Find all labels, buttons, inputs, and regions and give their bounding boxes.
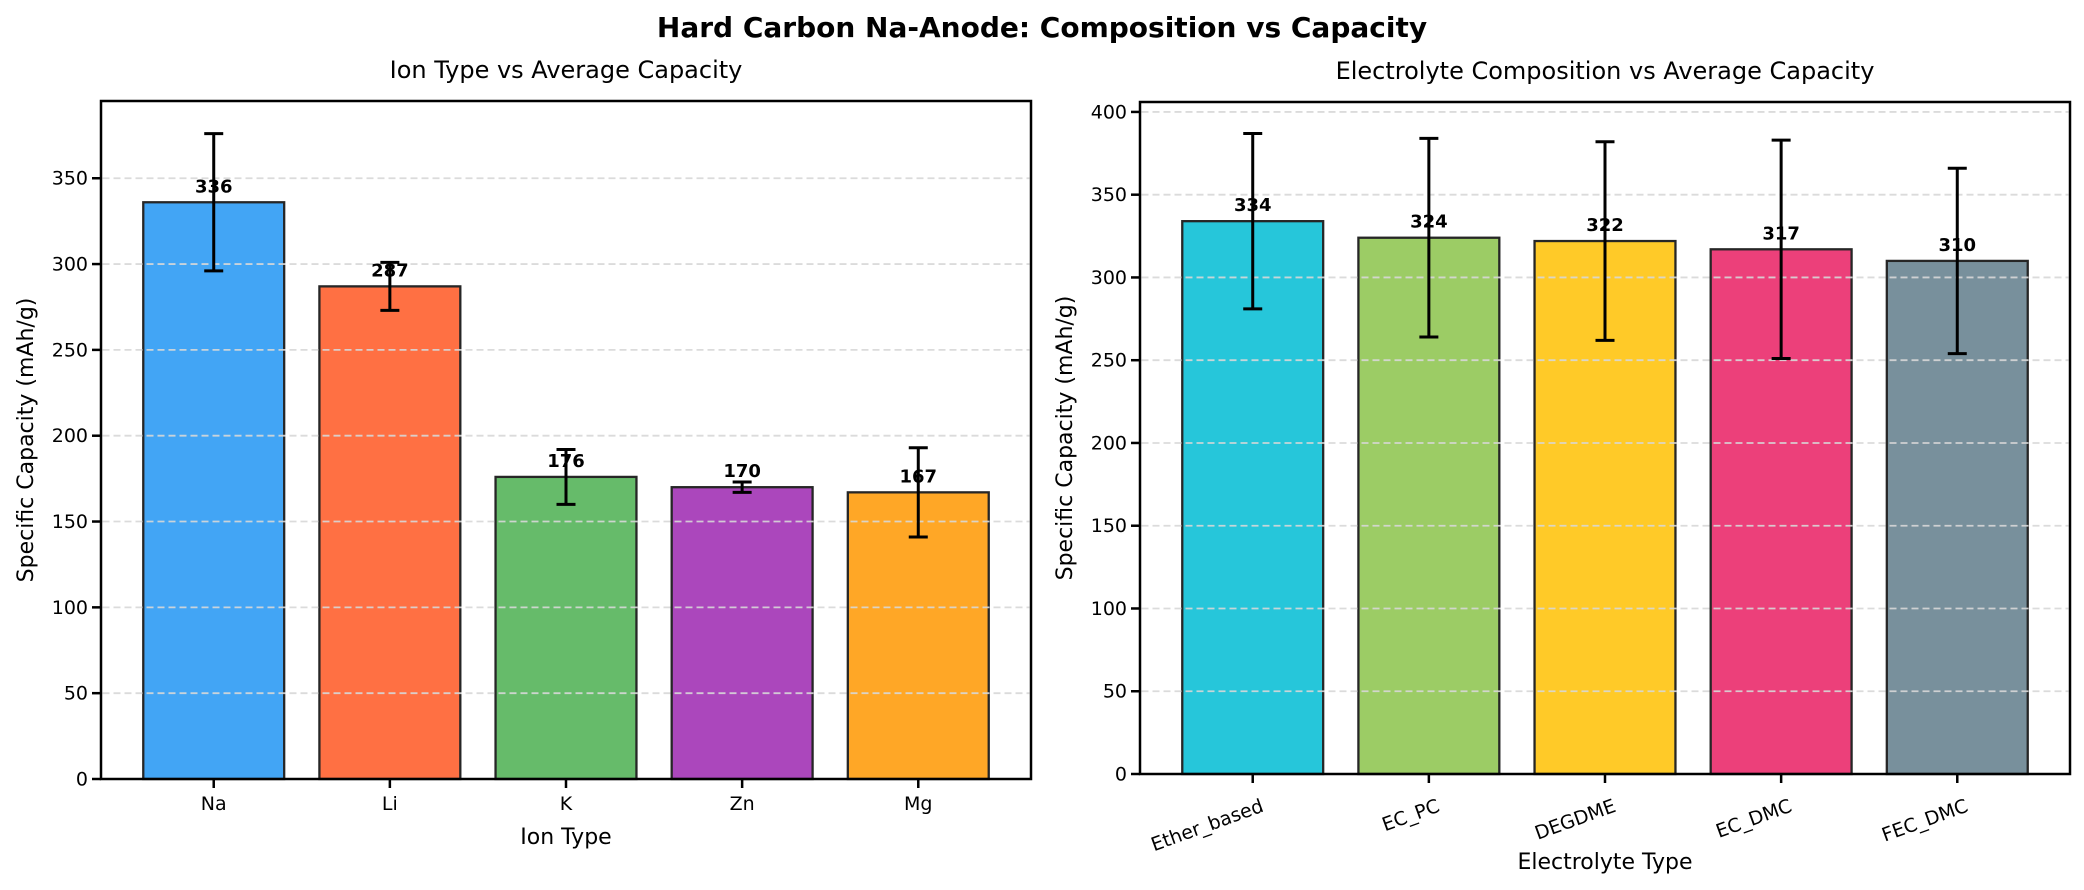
x-axis-label: Ion Type xyxy=(520,825,611,850)
y-tick-label: 100 xyxy=(1091,598,1127,620)
y-tick-label: 100 xyxy=(52,597,88,619)
x-axis-label: Electrolyte Type xyxy=(1517,850,1692,875)
x-tick-label: Li xyxy=(382,793,398,815)
y-axis-label: Specific Capacity (mAh/g) xyxy=(14,298,39,583)
bar-value-label: 176 xyxy=(547,451,585,472)
error-bar-Li xyxy=(380,260,400,312)
y-tick-label: 50 xyxy=(64,683,88,705)
y-tick-label: 350 xyxy=(52,168,88,190)
figure-title: Hard Carbon Na-Anode: Composition vs Cap… xyxy=(656,11,1428,44)
x-tick-label: Na xyxy=(201,793,227,815)
error-bar-K xyxy=(556,447,576,506)
axes-spines xyxy=(99,99,1033,781)
y-tick-label: 250 xyxy=(1091,350,1127,372)
error-bar-FEC_DMC xyxy=(1947,166,1967,356)
error-bar-EC_DMC xyxy=(1771,138,1791,361)
x-tick-label: K xyxy=(560,793,573,815)
subplot-title: Electrolyte Composition vs Average Capac… xyxy=(1336,57,1875,85)
x-tick-label: Zn xyxy=(730,793,755,815)
error-bar-DEGDME xyxy=(1595,140,1615,342)
subplot-title: Ion Type vs Average Capacity xyxy=(390,56,743,84)
bar-Zn xyxy=(670,486,814,781)
bar-value-label: 334 xyxy=(1234,195,1272,216)
error-bar-EC_PC xyxy=(1419,136,1439,339)
x-tick-label: EC_PC xyxy=(1379,795,1442,836)
ion-type-subplot: 0 50 100 150 200 250 300 350 Na 336 Li 287 K 176 Zn 170… xyxy=(14,56,1033,850)
bar-value-label: 167 xyxy=(899,466,937,487)
y-tick-label: 350 xyxy=(1091,184,1127,206)
y-tick-label: 400 xyxy=(1091,101,1127,123)
electrolyte-subplot: 0 50 100 150 200 250 300 350 400 Ether_based 334 EC… xyxy=(1053,57,2072,875)
x-tick-label: Mg xyxy=(904,793,932,815)
bar-value-label: 317 xyxy=(1762,223,1800,244)
error-bar-Ether_based xyxy=(1243,131,1263,311)
y-axis-label: Specific Capacity (mAh/g) xyxy=(1053,296,1078,581)
bar-value-label: 322 xyxy=(1586,215,1624,236)
y-tick-label: 0 xyxy=(76,769,88,791)
y-tick-label: 150 xyxy=(1091,515,1127,537)
error-bar-Zn xyxy=(732,480,752,494)
y-tick-label: 0 xyxy=(1115,764,1127,786)
x-tick-label: FEC_DMC xyxy=(1879,795,1971,846)
bar-Na xyxy=(142,201,286,781)
bar-value-label: 170 xyxy=(723,461,761,482)
bar-Mg xyxy=(846,491,990,781)
x-tick-label: EC_DMC xyxy=(1713,795,1795,843)
y-tick-label: 200 xyxy=(52,425,88,447)
y-tick-label: 150 xyxy=(52,511,88,533)
bar-value-label: 287 xyxy=(371,260,409,281)
bar-Li xyxy=(318,285,462,781)
error-bar-Na xyxy=(204,132,224,273)
y-tick-label: 200 xyxy=(1091,432,1127,454)
x-tick-label: Ether_based xyxy=(1148,795,1266,856)
axes-spines xyxy=(1138,100,2072,776)
error-bar-Mg xyxy=(908,446,928,539)
bar-value-label: 310 xyxy=(1938,235,1976,256)
bar-value-label: 324 xyxy=(1410,212,1448,233)
y-tick-label: 300 xyxy=(1091,267,1127,289)
y-tick-label: 300 xyxy=(52,254,88,276)
bar-EC_PC xyxy=(1357,236,1501,776)
bar-value-label: 336 xyxy=(195,176,233,197)
x-tick-label: DEGDME xyxy=(1532,795,1619,845)
y-tick-label: 50 xyxy=(1103,681,1127,703)
y-tick-label: 250 xyxy=(52,339,88,361)
